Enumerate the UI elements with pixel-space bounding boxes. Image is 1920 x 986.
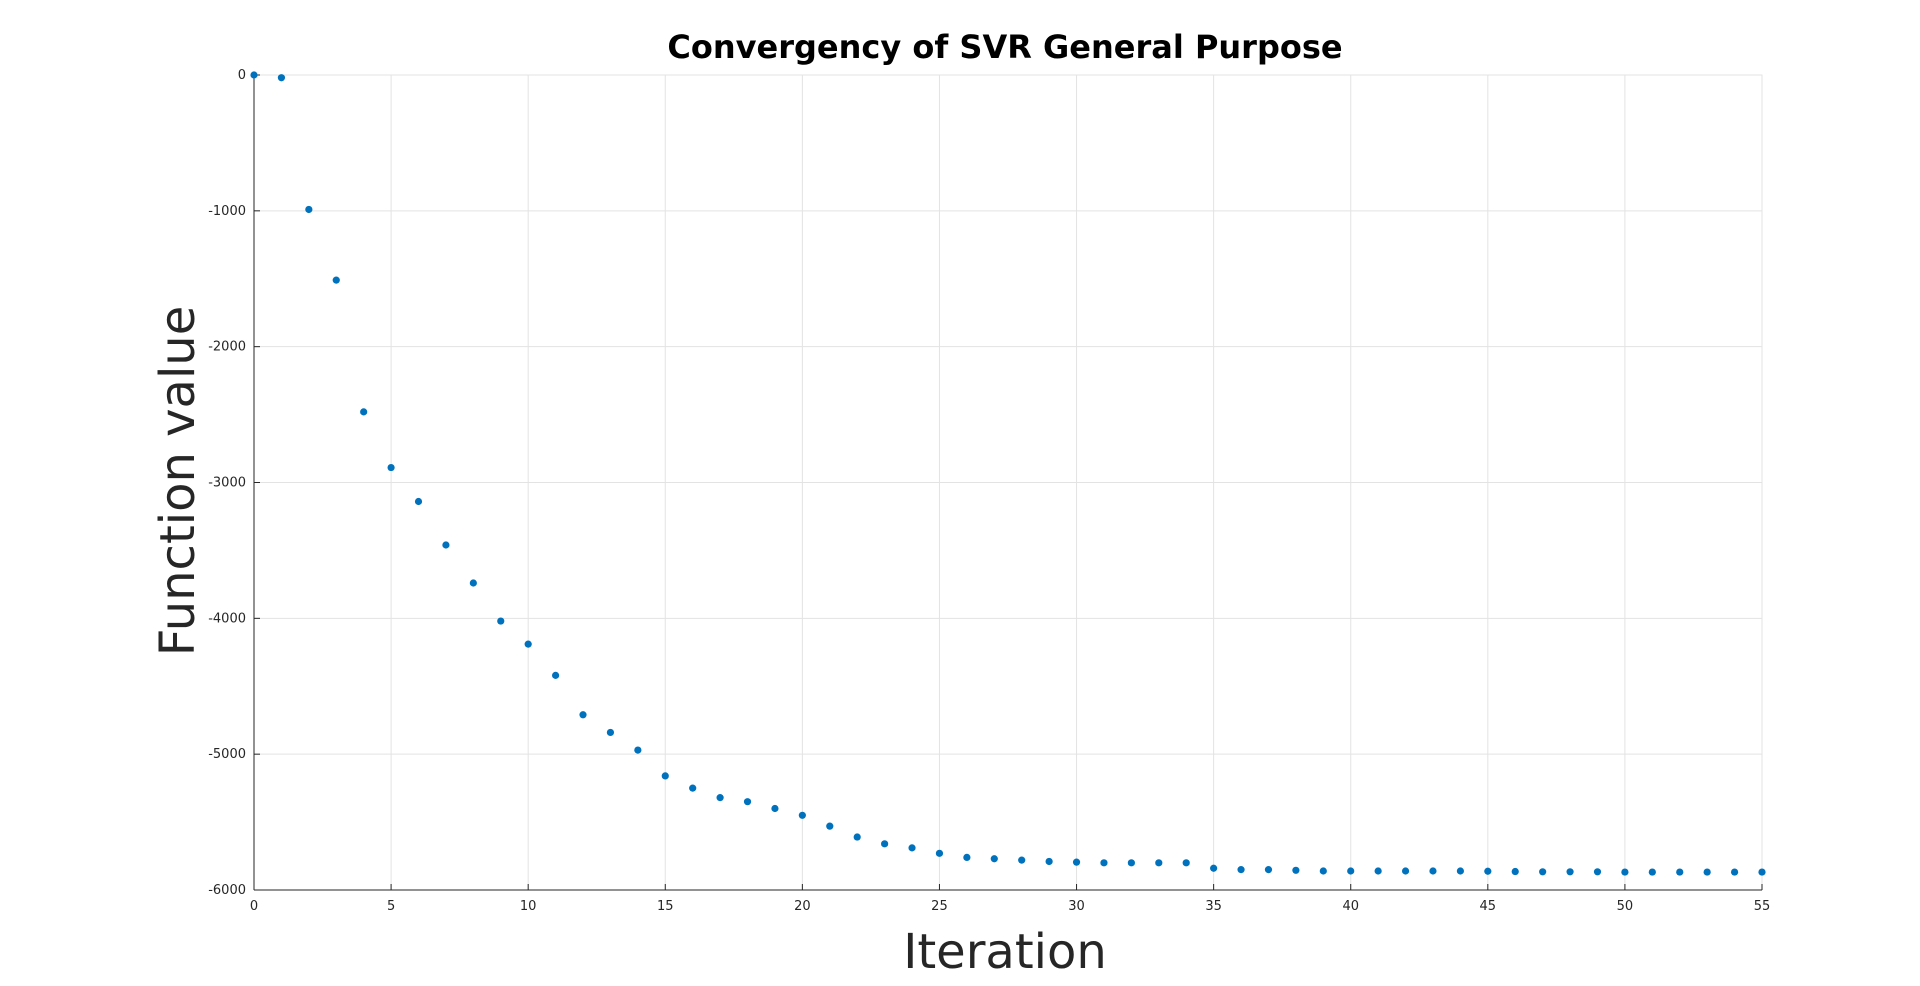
data-point	[414, 497, 423, 506]
x-tick-label: 50	[1617, 899, 1634, 914]
data-point	[250, 71, 258, 79]
data-point	[442, 541, 450, 549]
data-point	[1347, 867, 1355, 875]
data-point	[990, 855, 998, 863]
x-tick-label: 45	[1480, 899, 1497, 914]
x-tick-label: 15	[657, 899, 674, 914]
y-tick-label: -4000	[208, 611, 246, 626]
x-axis-label: Iteration	[903, 924, 1107, 980]
data-point	[853, 833, 861, 841]
data-point	[387, 463, 395, 472]
data-point	[908, 844, 916, 852]
data-point	[798, 811, 806, 819]
x-tick-label: 55	[1754, 899, 1771, 914]
data-points	[250, 71, 1766, 876]
x-tick-label: 10	[520, 899, 537, 914]
data-point	[305, 205, 313, 214]
data-point	[552, 671, 560, 679]
data-point	[1566, 868, 1574, 876]
y-tick-label: -3000	[208, 476, 246, 491]
data-point	[1155, 859, 1163, 867]
data-point	[497, 617, 505, 625]
data-point	[1182, 859, 1190, 867]
data-point	[661, 772, 669, 780]
x-tick-label: 0	[250, 899, 258, 914]
x-tick-label: 35	[1205, 899, 1222, 914]
data-point	[1100, 859, 1108, 867]
data-point	[1484, 867, 1492, 875]
data-point	[1593, 868, 1602, 876]
data-point	[360, 408, 368, 416]
x-tick-label: 20	[794, 899, 811, 914]
data-point	[935, 849, 944, 857]
data-point	[1374, 867, 1382, 875]
y-tick-label: 0	[238, 68, 246, 83]
y-tick-label: -6000	[208, 883, 246, 898]
data-point	[743, 798, 752, 806]
data-point	[1210, 864, 1218, 872]
data-point	[469, 579, 477, 587]
chart-title: Convergency of SVR General Purpose	[667, 28, 1342, 66]
data-point	[963, 853, 971, 862]
x-tick-label: 40	[1342, 899, 1359, 914]
data-point	[1237, 866, 1245, 874]
tick-labels: 0 5 10 15 20 25 30 35 40 45 50 55 0 -1000 -2000 -3000 -4…	[208, 68, 1770, 914]
y-tick-label: -2000	[208, 340, 246, 355]
y-tick-label: -1000	[208, 204, 246, 219]
data-point	[1072, 858, 1081, 866]
x-tick-label: 5	[387, 899, 395, 914]
data-point	[826, 822, 834, 830]
data-point	[689, 784, 697, 792]
data-point	[1758, 868, 1766, 876]
data-point	[1511, 867, 1519, 876]
y-tick-label: -5000	[208, 747, 246, 762]
data-point	[1456, 867, 1464, 875]
data-point	[1045, 857, 1053, 866]
data-point	[1292, 866, 1300, 874]
x-tick-label: 25	[931, 899, 948, 914]
data-point	[606, 728, 615, 737]
x-tick-label: 30	[1068, 899, 1085, 914]
data-point	[1676, 868, 1684, 876]
data-point	[1319, 867, 1327, 875]
data-point	[1264, 866, 1273, 874]
data-point	[332, 276, 340, 284]
y-axis-label: Function value	[150, 306, 206, 657]
data-point	[524, 640, 532, 648]
grid	[253, 74, 1763, 891]
data-point	[716, 794, 724, 802]
data-point	[771, 804, 779, 813]
data-point	[634, 746, 642, 754]
data-point	[579, 711, 587, 719]
data-point	[1127, 859, 1135, 867]
data-point	[881, 840, 889, 848]
data-point	[1730, 868, 1739, 876]
data-point	[1703, 868, 1711, 876]
data-point	[1018, 856, 1026, 864]
data-point	[277, 74, 286, 82]
data-point	[1539, 868, 1547, 876]
data-point	[1621, 868, 1629, 876]
data-point	[1429, 867, 1437, 875]
data-point	[1401, 867, 1410, 875]
data-point	[1648, 868, 1656, 876]
